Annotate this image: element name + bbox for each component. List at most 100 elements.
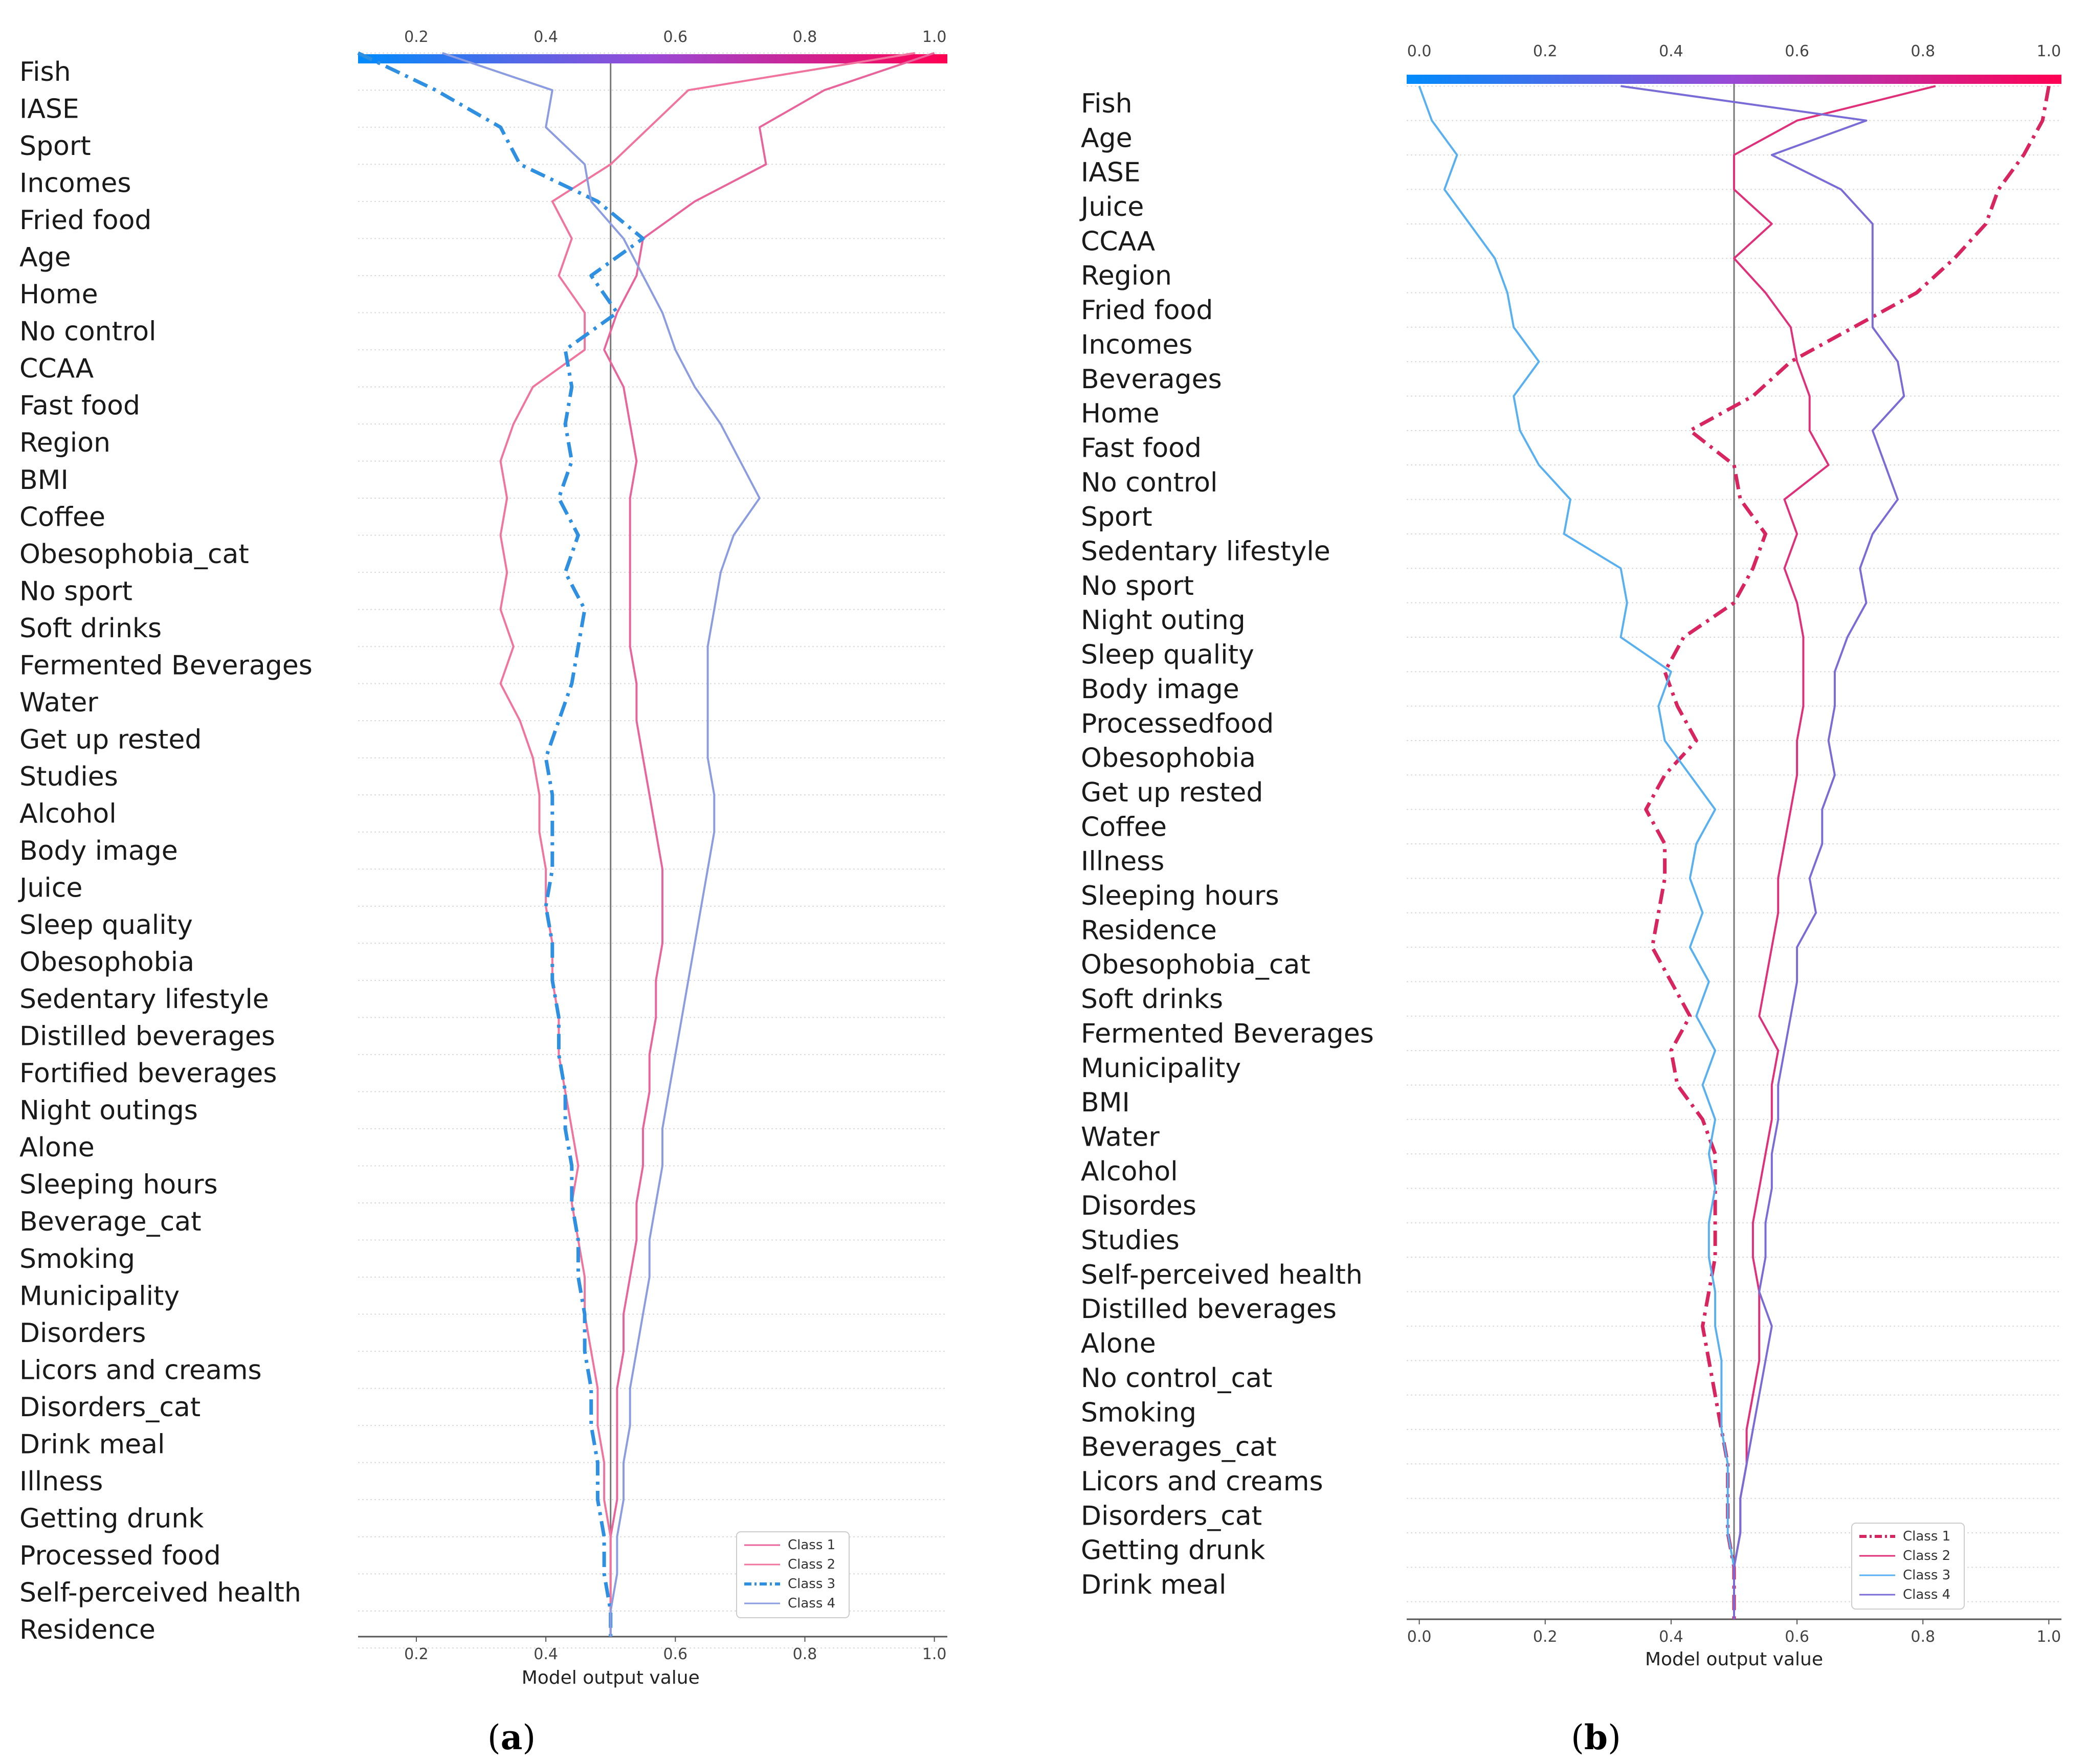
feature-label: Smoking xyxy=(19,1244,135,1275)
feature-label: Beverages xyxy=(1081,364,1222,395)
colorbar-tick-label: 0.2 xyxy=(404,28,429,46)
series-line-class-3 xyxy=(357,51,645,1637)
feature-label: Disorders_cat xyxy=(19,1392,201,1423)
feature-label: Illness xyxy=(19,1466,103,1497)
feature-label: Getting drunk xyxy=(1081,1535,1265,1566)
x-tick-label: 0.0 xyxy=(1407,1628,1432,1646)
panel-label-open-paren: ( xyxy=(487,1718,501,1757)
x-axis-label: Model output value xyxy=(1645,1649,1823,1670)
colorbar-tick-label: 0.8 xyxy=(793,28,817,46)
feature-label: Coffee xyxy=(19,502,105,532)
feature-label: Sleeping hours xyxy=(1081,881,1279,911)
feature-label: Disordes xyxy=(1081,1191,1196,1221)
feature-label: Alcohol xyxy=(19,798,117,829)
legend: Class 1 Class 2 Class 3 Class 4 xyxy=(1851,1523,1965,1610)
feature-label: CCAA xyxy=(19,353,94,384)
feature-label: Smoking xyxy=(1081,1397,1196,1428)
colorbar xyxy=(1407,75,2061,84)
feature-label: Sleeping hours xyxy=(19,1170,218,1200)
legend-label: Class 4 xyxy=(788,1596,835,1611)
legend-label: Class 2 xyxy=(1903,1548,1950,1564)
feature-label: Processed food xyxy=(19,1540,221,1571)
feature-label: Water xyxy=(1081,1122,1160,1152)
feature-label: Getting drunk xyxy=(19,1503,204,1534)
legend-label: Class 2 xyxy=(788,1557,835,1572)
feature-label: Fermented Beverages xyxy=(1081,1018,1374,1049)
colorbar-tick-label: 0.6 xyxy=(1785,42,1809,60)
feature-label: Age xyxy=(1081,123,1133,153)
feature-label: Sedentary lifestyle xyxy=(1081,537,1330,567)
feature-label: Fried food xyxy=(19,205,151,236)
feature-label: Fast food xyxy=(19,391,140,421)
feature-label: Obesophobia xyxy=(1081,743,1256,774)
feature-label: Obesophobia_cat xyxy=(1081,950,1311,980)
feature-label: Incomes xyxy=(19,168,131,199)
feature-label: Fast food xyxy=(1081,433,1202,463)
feature-label: Municipality xyxy=(1081,1053,1241,1084)
feature-label: Sleep quality xyxy=(1081,640,1254,671)
feature-label: Studies xyxy=(1081,1225,1180,1256)
feature-label: Alcohol xyxy=(1081,1156,1178,1187)
feature-label: Alone xyxy=(19,1132,95,1163)
legend-label: Class 1 xyxy=(1903,1529,1950,1544)
x-tick-label: 0.4 xyxy=(534,1645,558,1663)
series-line-class-4 xyxy=(1620,85,1905,1619)
feature-label: Disorders xyxy=(19,1318,146,1349)
feature-label: Juice xyxy=(18,873,82,904)
feature-label: Beverages_cat xyxy=(1081,1432,1277,1463)
feature-label: No control xyxy=(1081,467,1218,498)
feature-label: Get up rested xyxy=(19,724,202,755)
series-line-class-4 xyxy=(441,52,761,1637)
feature-label: CCAA xyxy=(1081,226,1156,257)
panel-a-chart: 0.2 0.4 0.6 0.8 1.0 0.2 0.4 0.6 0.8 1.0 Model outp… xyxy=(18,28,947,1757)
feature-label: Sleep quality xyxy=(19,910,193,941)
feature-label: Drink meal xyxy=(19,1429,165,1460)
x-tick-label: 0.6 xyxy=(1785,1628,1809,1646)
x-axis-label: Model output value xyxy=(522,1667,700,1688)
feature-label: Fish xyxy=(19,57,71,87)
series-line-class-2 xyxy=(1733,85,1936,1619)
feature-label: Soft drinks xyxy=(1081,984,1223,1015)
feature-label: Self-perceived health xyxy=(19,1577,301,1608)
panel-label: (a) xyxy=(487,1717,536,1757)
feature-label: IASE xyxy=(1081,158,1141,188)
legend-label: Class 4 xyxy=(1903,1587,1950,1602)
colorbar xyxy=(358,54,947,63)
feature-label: Studies xyxy=(19,762,118,792)
feature-label: Juice xyxy=(1079,192,1144,222)
feature-label: Fermented Beverages xyxy=(19,650,313,681)
panel-b-chart: 0.0 0.2 0.4 0.6 0.8 1.0 0.0 0.2 0.4 0.6 0.8 1.0 Mode… xyxy=(1079,42,2061,1757)
feature-label: IASE xyxy=(19,94,79,125)
legend-box xyxy=(736,1531,850,1618)
feature-label: Sedentary lifestyle xyxy=(19,984,269,1015)
x-tick-label: 1.0 xyxy=(922,1645,947,1663)
feature-label: No sport xyxy=(1081,571,1194,601)
feature-label: Drink meal xyxy=(1081,1570,1226,1600)
feature-label: Fried food xyxy=(1081,295,1213,326)
feature-label: Municipality xyxy=(19,1281,180,1311)
feature-label: Coffee xyxy=(1081,812,1167,842)
x-tick-label: 0.4 xyxy=(1659,1628,1683,1646)
panel-label-letter: a xyxy=(501,1717,523,1757)
feature-label: Water xyxy=(19,687,98,718)
feature-label: Obesophobia xyxy=(19,947,194,978)
colorbar-tick-label: 0.4 xyxy=(534,28,558,46)
feature-label: Obesophobia_cat xyxy=(19,539,249,570)
feature-label: Residence xyxy=(19,1615,156,1645)
feature-label: No control_cat xyxy=(1081,1363,1272,1394)
feature-label: Beverage_cat xyxy=(19,1207,202,1237)
feature-label: Residence xyxy=(1081,915,1217,946)
series-line-class-3 xyxy=(1418,85,1735,1619)
feature-label: Night outing xyxy=(1081,605,1246,636)
feature-label: Alone xyxy=(1081,1329,1156,1359)
feature-label: Disorders_cat xyxy=(1081,1501,1262,1531)
x-tick-label: 1.0 xyxy=(2037,1628,2061,1646)
colorbar-tick-label: 0.6 xyxy=(663,28,687,46)
panel-label-close-paren: ) xyxy=(522,1718,536,1757)
feature-label: Age xyxy=(19,242,71,273)
legend: Class 1 Class 2 Class 3 Class 4 xyxy=(736,1531,850,1618)
x-tick-label: 0.2 xyxy=(1533,1628,1558,1646)
feature-label: Region xyxy=(19,428,110,458)
colorbar-tick-label: 0.4 xyxy=(1659,42,1683,60)
